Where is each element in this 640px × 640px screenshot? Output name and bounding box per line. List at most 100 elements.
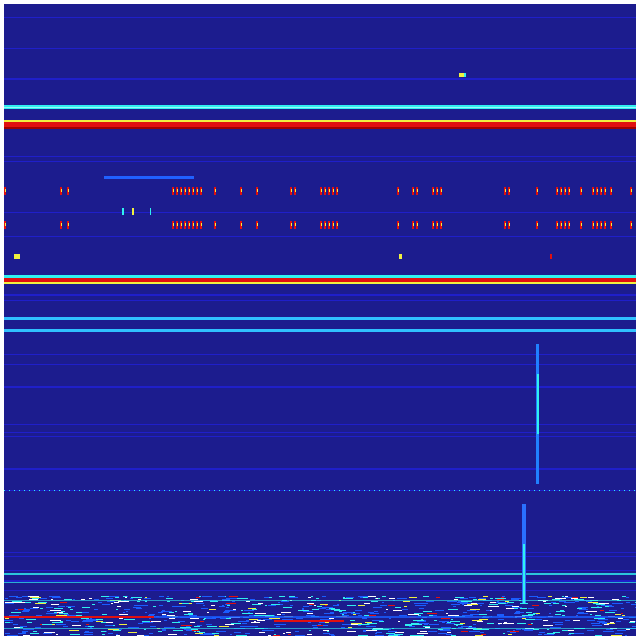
- signal-blob: [274, 634, 276, 635]
- signal-blob: [169, 490, 170, 491]
- signal-blob: [395, 607, 401, 608]
- signal-blob: [526, 612, 532, 613]
- signal-blob: [277, 624, 286, 625]
- signal-blob: [447, 632, 451, 633]
- signal-blob: [22, 596, 31, 597]
- signal-blob: [362, 618, 367, 619]
- signal-blob: [314, 605, 316, 606]
- signal-blob: [60, 602, 67, 603]
- signal-blob: [249, 490, 250, 491]
- signal-blob: [581, 189, 582, 192]
- signal-blob: [225, 624, 234, 625]
- signal-blob: [209, 609, 216, 610]
- signal-blob: [192, 630, 199, 631]
- signal-blob: [524, 630, 533, 631]
- signal-blob: [464, 605, 472, 606]
- signal-blob: [204, 490, 205, 491]
- signal-blob: [329, 490, 330, 491]
- signal-blob: [264, 597, 269, 598]
- signal-blob: [218, 596, 225, 597]
- signal-blob: [69, 630, 79, 631]
- signal-blob: [68, 607, 71, 608]
- signal-blob: [577, 608, 582, 609]
- signal-blob: [631, 189, 632, 192]
- signal-blob: [132, 208, 134, 215]
- signal-blob: [124, 609, 130, 610]
- signal-blob: [561, 223, 562, 226]
- signal-blob: [189, 630, 192, 631]
- signal-blob: [562, 605, 566, 606]
- signal-blob: [169, 627, 175, 628]
- signal-blob: [194, 490, 195, 491]
- signal-blob: [597, 223, 598, 226]
- signal-blob: [136, 608, 142, 609]
- horizontal-band: [4, 590, 636, 591]
- signal-blob: [9, 615, 16, 616]
- signal-blob: [193, 189, 194, 192]
- signal-blob: [184, 629, 191, 630]
- signal-blob: [529, 490, 530, 491]
- signal-blob: [162, 629, 166, 630]
- signal-blob: [424, 490, 425, 491]
- signal-blob: [363, 630, 366, 631]
- signal-blob: [282, 614, 285, 615]
- signal-blob: [333, 605, 339, 606]
- signal-blob: [28, 596, 39, 597]
- signal-blob: [317, 606, 322, 607]
- signal-blob: [211, 605, 215, 606]
- signal-blob: [32, 598, 39, 599]
- signal-blob: [402, 609, 408, 610]
- signal-blob: [231, 623, 241, 624]
- signal-blob: [11, 612, 21, 613]
- signal-blob: [475, 635, 483, 636]
- signal-blob: [495, 598, 506, 599]
- signal-blob: [479, 598, 486, 599]
- signal-blob: [150, 208, 151, 215]
- signal-blob: [512, 607, 522, 608]
- signal-blob: [470, 609, 480, 610]
- signal-blob: [469, 631, 480, 632]
- horizontal-band: [4, 329, 636, 332]
- signal-blob: [517, 623, 526, 624]
- signal-blob: [227, 605, 230, 606]
- signal-blob: [384, 490, 385, 491]
- signal-blob: [19, 490, 20, 491]
- signal-blob: [190, 599, 198, 600]
- signal-blob: [360, 597, 368, 598]
- signal-blob: [447, 601, 457, 602]
- signal-blob: [9, 490, 10, 491]
- signal-blob: [587, 620, 595, 621]
- signal-blob: [461, 631, 468, 632]
- signal-blob: [382, 602, 384, 603]
- signal-blob: [479, 490, 480, 491]
- signal-blob: [556, 622, 559, 623]
- signal-blob: [214, 490, 215, 491]
- signal-blob: [631, 223, 632, 226]
- signal-blob: [130, 598, 133, 599]
- signal-blob: [11, 602, 19, 603]
- signal-blob: [342, 624, 351, 625]
- signal-blob: [604, 624, 609, 625]
- horizontal-band: [4, 386, 636, 388]
- signal-blob: [621, 613, 623, 614]
- signal-blob: [473, 624, 476, 625]
- signal-blob: [246, 620, 249, 621]
- signal-blob: [150, 626, 156, 627]
- signal-blob: [586, 601, 592, 602]
- signal-blob: [116, 634, 118, 635]
- signal-blob: [351, 612, 355, 613]
- signal-blob: [599, 603, 609, 604]
- signal-blob: [478, 599, 486, 600]
- signal-blob: [64, 490, 65, 491]
- signal-blob: [207, 626, 217, 627]
- signal-blob: [562, 596, 564, 597]
- signal-blob: [616, 621, 621, 622]
- signal-blob: [600, 610, 604, 611]
- signal-blob: [229, 490, 230, 491]
- signal-blob: [374, 490, 375, 491]
- signal-blob: [621, 608, 624, 609]
- signal-blob: [64, 614, 69, 615]
- signal-blob: [571, 599, 573, 600]
- signal-blob: [319, 622, 325, 623]
- signal-blob: [344, 490, 345, 491]
